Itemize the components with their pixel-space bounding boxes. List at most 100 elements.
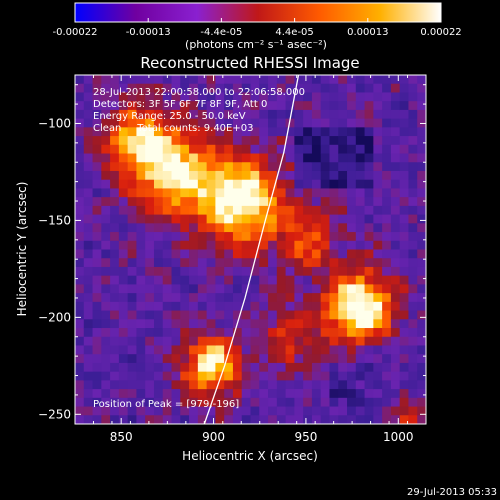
heatmap-cell — [197, 266, 208, 277]
heatmap-cell — [83, 170, 94, 181]
heatmap-cell — [382, 92, 392, 102]
heatmap-cell — [355, 380, 366, 390]
heatmap-cell — [408, 214, 418, 224]
heatmap-cell — [417, 127, 426, 137]
heatmap-cell — [83, 275, 94, 285]
heatmap-cell — [347, 101, 357, 111]
heatmap-cell — [329, 75, 339, 85]
heatmap-cell — [311, 319, 322, 329]
heatmap-cell — [101, 118, 111, 128]
heatmap-cell — [408, 328, 418, 338]
y-tick-label: −150 — [38, 213, 71, 227]
heatmap-cell — [390, 118, 401, 128]
heatmap-cell — [206, 354, 217, 364]
heatmap-cell — [101, 162, 111, 172]
heatmap-cell — [162, 170, 173, 181]
heatmap-cell — [224, 179, 234, 190]
solar-limb-line — [203, 75, 300, 424]
heatmap-cell — [162, 336, 173, 347]
heatmap-cell — [276, 293, 287, 303]
heatmap-cell — [382, 179, 392, 190]
heatmap-cell — [303, 101, 313, 111]
heatmap-cell — [329, 389, 339, 399]
heatmap-cell — [294, 170, 304, 181]
heatmap-cell — [215, 179, 225, 190]
heatmap-cell — [101, 92, 111, 102]
heatmap-cell — [311, 301, 322, 312]
heatmap-cell — [338, 188, 348, 198]
heatmap-cell — [347, 197, 357, 207]
heatmap-cell — [250, 170, 260, 181]
heatmap-cell — [276, 415, 287, 424]
heatmap-cell — [382, 136, 392, 146]
heatmap-cell — [338, 258, 348, 268]
heatmap-cell — [373, 362, 383, 373]
annotation-time-range: 28-Jul-2013 22:00:58.000 to 22:06:58.000 — [93, 87, 305, 98]
heatmap-cell — [364, 136, 374, 146]
heatmap-cell — [399, 75, 410, 85]
heatmap-cell — [224, 240, 234, 251]
heatmap-cell — [215, 275, 225, 285]
heatmap-cell — [215, 232, 225, 242]
heatmap-cell — [338, 319, 348, 329]
heatmap-cell — [127, 310, 138, 320]
heatmap-cell — [101, 415, 111, 424]
heatmap-cell — [83, 380, 94, 390]
heatmap-cell — [347, 406, 357, 416]
heatmap-cell — [162, 345, 173, 355]
heatmap-cell — [241, 406, 252, 416]
heatmap-cell — [320, 240, 331, 251]
heatmap-cell — [276, 371, 287, 381]
heatmap-cell — [390, 101, 401, 111]
heatmap-cell — [417, 389, 426, 399]
heatmap-cell — [189, 75, 199, 85]
heatmap-cell — [250, 223, 260, 233]
heatmap-cell — [399, 109, 410, 120]
heatmap-cell — [338, 310, 348, 320]
heatmap-cell — [408, 406, 418, 416]
heatmap-cell — [197, 83, 208, 94]
heatmap-cell — [232, 162, 243, 172]
heatmap-cell — [294, 266, 304, 277]
heatmap-cell — [347, 266, 357, 277]
heatmap-cell — [232, 371, 243, 381]
heatmap-cell — [171, 83, 181, 94]
heatmap-cell — [197, 415, 208, 424]
heatmap-cell — [329, 109, 339, 120]
heatmap-cell — [320, 362, 331, 373]
heatmap-cell — [206, 109, 217, 120]
heatmap-cell — [101, 136, 111, 146]
heatmap-cell — [338, 153, 348, 163]
heatmap-cell — [250, 249, 260, 259]
heatmap-cell — [189, 232, 199, 242]
heatmap-cell — [329, 144, 339, 155]
heatmap-cell — [285, 232, 295, 242]
heatmap-cell — [382, 397, 392, 408]
heatmap-cell — [189, 144, 199, 155]
heatmap-cell — [162, 75, 173, 85]
heatmap-cell — [232, 258, 243, 268]
heatmap-cell — [101, 232, 111, 242]
heatmap-cell — [268, 101, 278, 111]
heatmap-cell — [224, 83, 234, 94]
heatmap-cell — [338, 240, 348, 251]
heatmap-cell — [329, 328, 339, 338]
heatmap-cell — [364, 336, 374, 347]
heatmap-cell — [206, 345, 217, 355]
heatmap-cell — [171, 354, 181, 364]
heatmap-cell — [408, 153, 418, 163]
heatmap-cell — [118, 240, 129, 251]
heatmap-cell — [347, 83, 357, 94]
heatmap-cell — [75, 415, 85, 424]
heatmap-cell — [206, 170, 217, 181]
heatmap-cell — [268, 249, 278, 259]
heatmap-cell — [382, 266, 392, 277]
heatmap-cell — [171, 406, 181, 416]
heatmap-cell — [329, 136, 339, 146]
heatmap-cell — [197, 328, 208, 338]
heatmap-cell — [303, 75, 313, 85]
heatmap-cell — [259, 127, 269, 137]
heatmap-cell — [320, 197, 331, 207]
heatmap-cell — [373, 301, 383, 312]
heatmap-cell — [118, 336, 129, 347]
